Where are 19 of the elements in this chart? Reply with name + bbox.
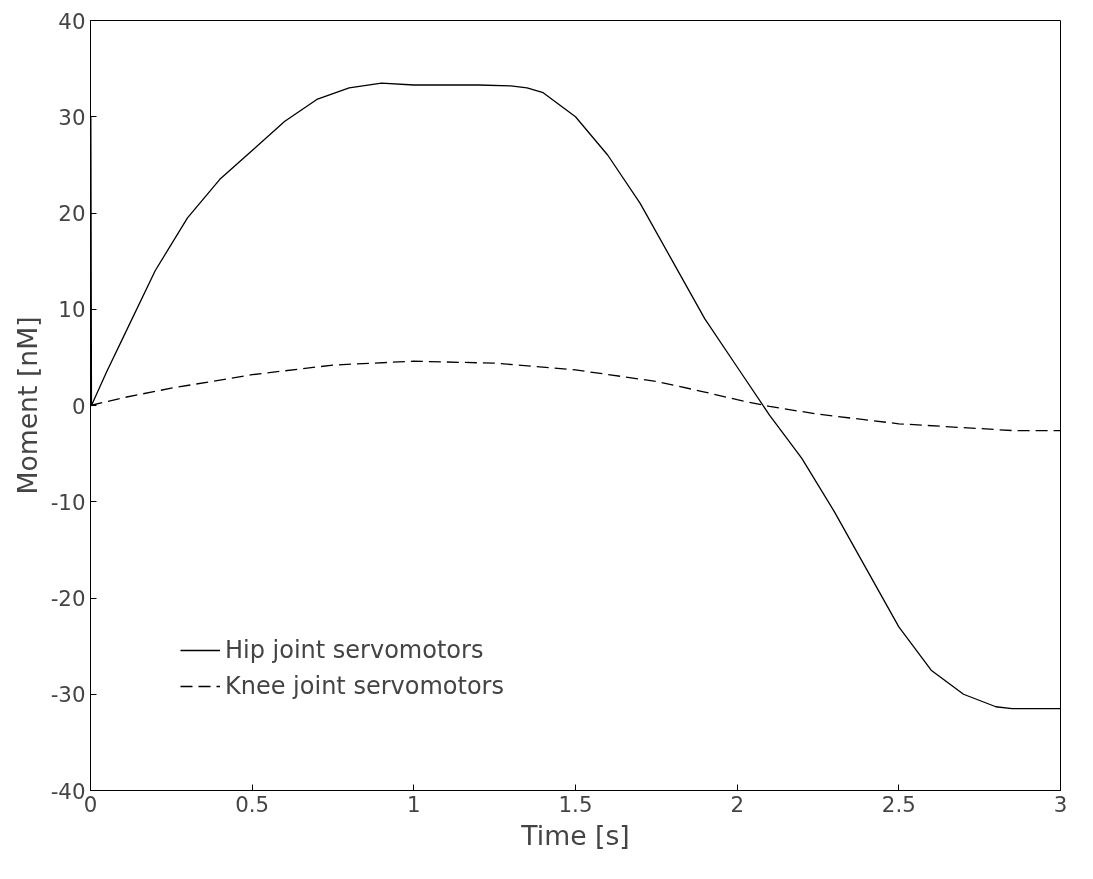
x-tick-label: 2 bbox=[730, 791, 744, 817]
y-tick-label: -40 bbox=[50, 778, 86, 804]
x-tick-label: 1 bbox=[407, 791, 421, 817]
y-tick-label: 30 bbox=[58, 104, 86, 130]
y-tick-label: 0 bbox=[71, 393, 86, 419]
legend-label: Knee joint servomotors bbox=[225, 672, 504, 700]
x-tick-label: 1.5 bbox=[558, 791, 593, 817]
y-tick-label: 10 bbox=[58, 297, 86, 323]
y-tick-label: 20 bbox=[58, 201, 86, 226]
legend-label: Hip joint servomotors bbox=[225, 636, 484, 664]
y-axis-title: Moment [nM] bbox=[11, 316, 43, 495]
x-axis-title: Time [s] bbox=[520, 819, 630, 851]
x-tick-label: 2.5 bbox=[881, 791, 916, 817]
y-tick-label: -10 bbox=[50, 489, 86, 515]
x-tick-label: 3 bbox=[1053, 791, 1068, 817]
y-tick-label: -20 bbox=[50, 586, 86, 611]
x-tick-label: 0.5 bbox=[235, 791, 270, 817]
y-tick-label: 40 bbox=[58, 8, 86, 34]
y-tick-label: -30 bbox=[50, 682, 86, 708]
